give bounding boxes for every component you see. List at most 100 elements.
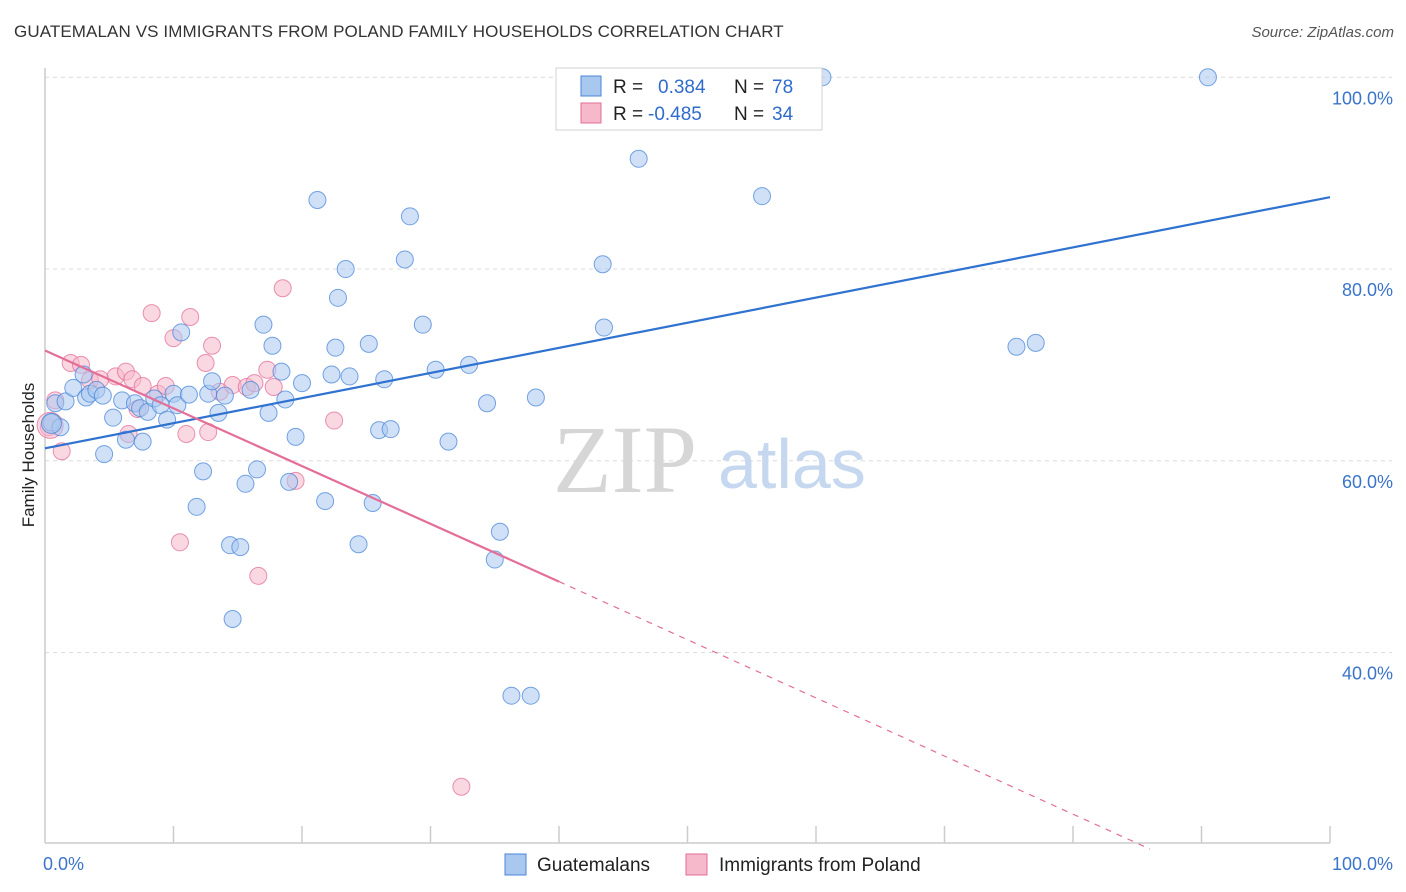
y-tick-label: 60.0% — [1342, 472, 1393, 492]
guatemalans-point — [326, 338, 345, 357]
guatemalans-point — [490, 522, 509, 541]
guatemalans-point — [1198, 68, 1217, 87]
guatemalans-point — [502, 686, 521, 705]
guatemalans-point — [254, 315, 273, 334]
guatemalans-point — [340, 367, 359, 386]
guatemalans-point — [413, 315, 432, 334]
guatemalans-point — [241, 380, 260, 399]
guatemalans-point — [104, 408, 123, 427]
guatemalans-point — [194, 462, 213, 481]
guatemalans-point — [1026, 333, 1045, 352]
guatemalans-point — [381, 420, 400, 439]
guatemalans-point — [400, 207, 419, 226]
guatemalans-point — [263, 336, 282, 355]
y-tick-label: 80.0% — [1342, 280, 1393, 300]
guatemalans-point — [359, 334, 378, 353]
guatemalans-point — [322, 365, 341, 384]
guatemalans-point — [187, 497, 206, 516]
guatemalans-point — [248, 460, 267, 479]
guatemalans-point — [753, 187, 772, 206]
x-tick-labels: 0.0% 100.0% — [43, 854, 1393, 874]
guatemalans-point — [223, 609, 242, 628]
guatemalans-point — [95, 445, 114, 464]
x-axis-ticks — [172, 826, 1331, 843]
poland-point — [196, 354, 215, 373]
guatemalans-point — [203, 372, 222, 391]
guatemalans-point — [336, 260, 355, 279]
trend-lines — [44, 196, 1331, 850]
guatemalans-point — [1007, 337, 1026, 356]
legend-r-value-1: 0.384 — [658, 77, 706, 98]
guatemalans-point — [594, 318, 613, 337]
legend-box: R = 0.384 N = 78 R = -0.485 N = 34 — [555, 67, 823, 131]
guatemalans-point — [308, 191, 327, 210]
poland-point — [181, 307, 200, 326]
chart-source: Source: ZipAtlas.com — [1251, 24, 1394, 41]
watermark-atlas: atlas — [718, 425, 866, 503]
bottom-legend-swatch-guatemalans — [504, 853, 527, 876]
y-tick-label: 100.0% — [1332, 88, 1393, 108]
poland-point — [142, 304, 161, 323]
poland-trend-line — [44, 349, 560, 583]
guatemalans-point — [328, 288, 347, 307]
guatemalans-point — [629, 149, 648, 168]
chart-title: GUATEMALAN VS IMMIGRANTS FROM POLAND FAM… — [14, 22, 784, 41]
series-guatemalans-points — [40, 68, 1217, 705]
legend-swatch-poland — [580, 102, 602, 124]
guatemalans-point — [395, 250, 414, 269]
x-tick-label: 0.0% — [43, 854, 84, 874]
guatemalans-point — [215, 386, 234, 405]
guatemalans-point — [272, 362, 291, 381]
watermark-zip: ZIP — [553, 406, 697, 513]
poland-trend-extension — [558, 581, 1151, 850]
guatemalans-point — [349, 535, 368, 554]
guatemalans-point — [375, 370, 394, 389]
bottom-legend-label-poland: Immigrants from Poland — [719, 855, 921, 876]
legend-n-label-1: N = — [734, 77, 764, 98]
guatemalans-point — [478, 394, 497, 413]
guatemalans-point — [93, 386, 112, 405]
guatemalans-point — [172, 323, 191, 342]
guatemalans-point — [231, 538, 250, 557]
poland-point — [249, 566, 268, 585]
guatemalans-point — [293, 374, 311, 393]
poland-point — [273, 279, 292, 298]
guatemalans-point — [64, 378, 83, 397]
poland-point — [452, 777, 471, 796]
guatemalans-point — [316, 492, 335, 511]
poland-point — [177, 424, 196, 443]
y-axis-label: Family Households — [19, 383, 38, 528]
poland-point — [325, 411, 344, 430]
y-tick-labels: 40.0% 60.0% 80.0% 100.0% — [1332, 88, 1393, 683]
legend-n-value-1: 78 — [772, 77, 793, 98]
guatemalans-point — [521, 686, 540, 705]
bottom-legend-swatch-poland — [685, 853, 708, 876]
bottom-legend-label-guatemalans: Guatemalans — [537, 855, 650, 876]
bottom-legend: Guatemalans Immigrants from Poland — [504, 853, 921, 876]
guatemalans-point — [236, 474, 255, 493]
poland-point — [203, 336, 222, 355]
guatemalans-point — [286, 427, 305, 446]
guatemalans-point — [133, 432, 152, 451]
series-poland-points — [36, 279, 471, 796]
y-tick-label: 40.0% — [1342, 664, 1393, 684]
guatemalans-point — [40, 412, 62, 434]
poland-point — [264, 377, 283, 396]
legend-r-value-2: -0.485 — [648, 104, 702, 125]
legend-swatch-guatemalans — [580, 75, 602, 97]
guatemalans-point — [179, 385, 198, 404]
guatemalans-point — [280, 472, 299, 491]
legend-r-label-1: R = — [613, 77, 643, 98]
guatemalans-point — [526, 388, 545, 407]
legend-n-label-2: N = — [734, 104, 764, 125]
guatemalans-point — [439, 432, 458, 451]
guatemalans-point — [56, 392, 75, 411]
legend-n-value-2: 34 — [772, 104, 794, 125]
legend-r-label-2: R = — [613, 104, 643, 125]
poland-point — [170, 533, 189, 552]
guatemalans-point — [593, 255, 612, 274]
guatemalans-trend-line — [44, 196, 1331, 450]
gridlines — [45, 76, 1392, 654]
x-tick-label: 100.0% — [1332, 854, 1393, 874]
